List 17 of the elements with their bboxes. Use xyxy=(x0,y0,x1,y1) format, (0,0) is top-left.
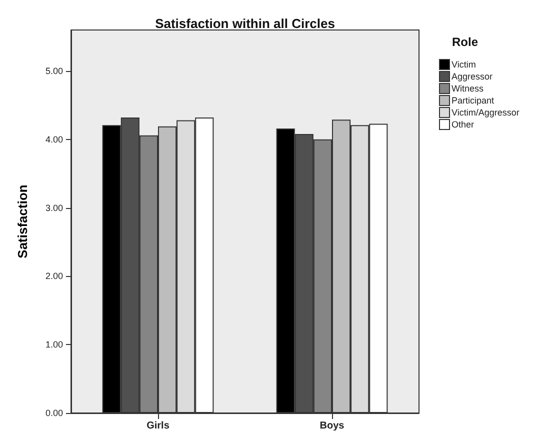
legend-label: Victim xyxy=(452,60,476,70)
legend-label: Victim/Aggressor xyxy=(452,108,520,118)
legend-label: Witness xyxy=(452,84,484,94)
y-tick-label: 3.00 xyxy=(45,202,63,213)
legend-title: Role xyxy=(452,35,478,49)
y-tick-label: 1.00 xyxy=(45,340,63,350)
x-tick-label: Girls xyxy=(146,420,170,432)
legend-label: Participant xyxy=(452,96,495,106)
x-tick-label: Boys xyxy=(320,420,345,432)
chart-title: Satisfaction within all Circles xyxy=(155,16,335,31)
legend-label: Aggressor xyxy=(452,72,493,82)
y-tick-label: 5.00 xyxy=(45,66,63,76)
y-tick-label: 4.00 xyxy=(45,134,63,144)
legend-label: Other xyxy=(452,120,474,130)
y-axis-title: Satisfaction xyxy=(15,184,30,258)
y-tick-label: 0.00 xyxy=(45,408,63,418)
y-tick-label: 2.00 xyxy=(45,271,63,282)
